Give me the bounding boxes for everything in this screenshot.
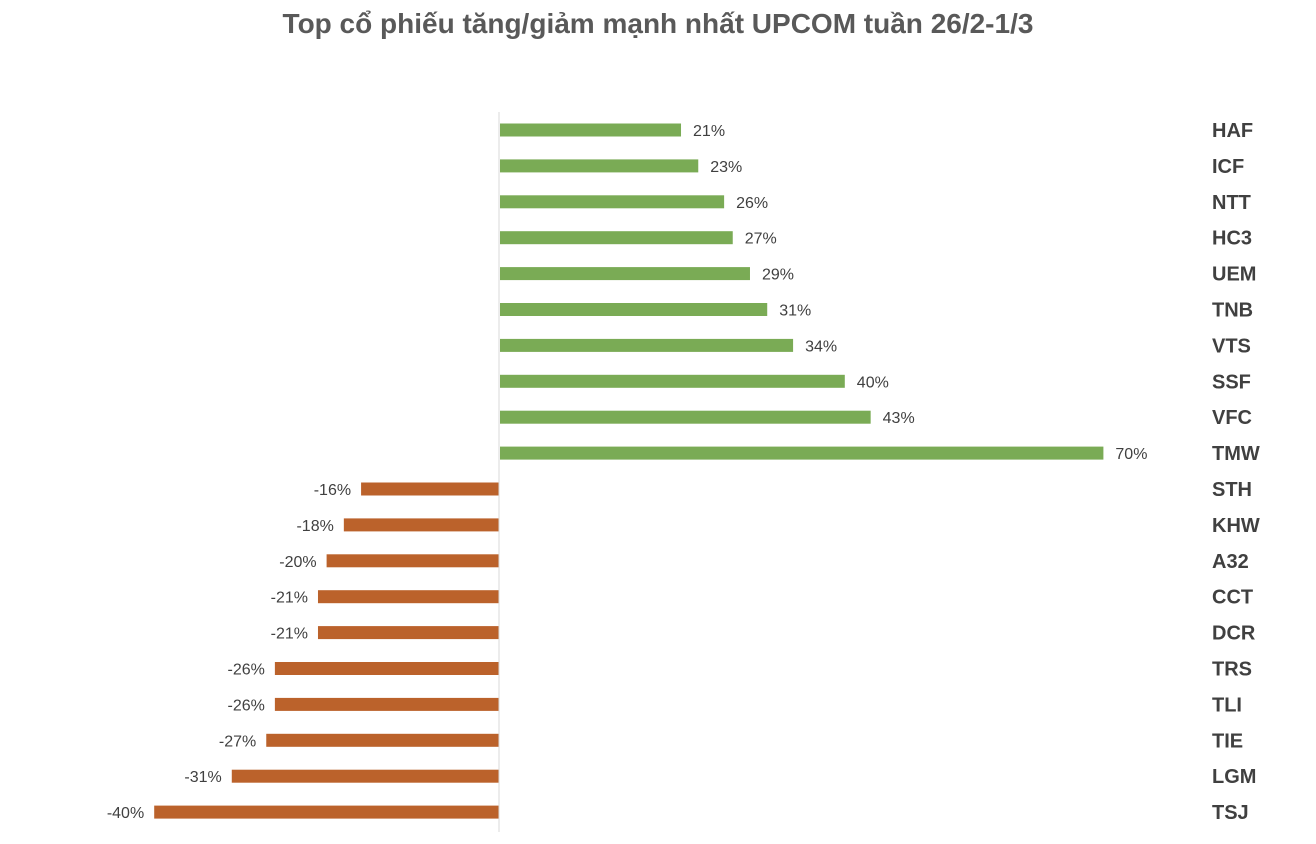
bar-lgm	[231, 769, 499, 783]
category-label-a32: A32	[1212, 551, 1249, 573]
category-label-tie: TIE	[1212, 730, 1243, 752]
bar-ntt	[500, 195, 725, 209]
bar-vfc	[500, 410, 871, 424]
category-label-icf: ICF	[1212, 156, 1244, 178]
category-label-dcr: DCR	[1212, 623, 1256, 645]
value-label-uem: 29%	[762, 267, 794, 284]
bar-uem	[500, 267, 750, 281]
category-label-ntt: NTT	[1212, 192, 1251, 214]
bar-icf	[500, 159, 699, 173]
value-label-tmw: 70%	[1115, 446, 1147, 463]
bar-tnb	[500, 303, 768, 316]
value-label-cct: -21%	[271, 590, 308, 607]
category-label-haf: HAF	[1212, 120, 1253, 142]
bars-layer	[154, 123, 1104, 819]
value-label-tie: -27%	[219, 733, 256, 750]
bar-hc3	[500, 231, 733, 245]
category-label-hc3: HC3	[1212, 228, 1252, 250]
category-label-tli: TLI	[1212, 694, 1242, 716]
category-label-vts: VTS	[1212, 335, 1251, 357]
category-label-cct: CCT	[1212, 587, 1253, 609]
value-label-dcr: -21%	[271, 626, 308, 643]
value-label-ntt: 26%	[736, 195, 768, 212]
category-label-lgm: LGM	[1212, 766, 1256, 788]
chart-title: Top cổ phiếu tăng/giảm mạnh nhất UPCOM t…	[282, 8, 1034, 39]
bar-vts	[500, 338, 794, 352]
value-labels-layer: 21% 23% 26% 27% 29% 31% 34% 40% 43% 70% -16% -18% -2…	[107, 123, 1148, 822]
bar-a32	[326, 554, 499, 568]
bar-tmw	[500, 446, 1104, 460]
bar-sth	[361, 482, 499, 496]
category-label-tmw: TMW	[1212, 443, 1260, 465]
category-label-trs: TRS	[1212, 659, 1252, 681]
bar-trs	[274, 662, 499, 675]
bar-khw	[343, 518, 499, 532]
value-label-vts: 34%	[805, 338, 837, 355]
category-label-tnb: TNB	[1212, 300, 1253, 322]
category-label-uem: UEM	[1212, 264, 1256, 286]
category-label-vfc: VFC	[1212, 407, 1252, 429]
category-label-sth: STH	[1212, 479, 1252, 501]
value-label-khw: -18%	[296, 518, 333, 535]
value-label-tnb: 31%	[779, 303, 811, 320]
value-label-ssf: 40%	[857, 374, 889, 391]
value-label-lgm: -31%	[184, 769, 221, 786]
value-label-sth: -16%	[314, 482, 351, 499]
value-label-tli: -26%	[228, 697, 265, 714]
category-label-ssf: SSF	[1212, 371, 1251, 393]
value-label-a32: -20%	[279, 554, 316, 571]
bar-haf	[500, 123, 682, 137]
category-labels-layer: HAF ICF NTT HC3 UEM TNB VTS SSF VFC TMW STH KHW A32 C…	[1212, 120, 1260, 824]
value-label-tsj: -40%	[107, 805, 144, 822]
bar-tli	[274, 697, 499, 711]
bar-tsj	[154, 805, 499, 819]
value-label-haf: 21%	[693, 123, 725, 140]
value-label-vfc: 43%	[883, 410, 915, 427]
value-label-trs: -26%	[228, 662, 265, 679]
value-label-icf: 23%	[710, 159, 742, 176]
bar-cct	[317, 590, 499, 604]
bar-ssf	[500, 374, 845, 388]
bar-dcr	[317, 626, 499, 640]
bar-tie	[266, 733, 499, 747]
category-label-tsj: TSJ	[1212, 802, 1249, 824]
category-label-khw: KHW	[1212, 515, 1260, 537]
value-label-hc3: 27%	[745, 231, 777, 248]
